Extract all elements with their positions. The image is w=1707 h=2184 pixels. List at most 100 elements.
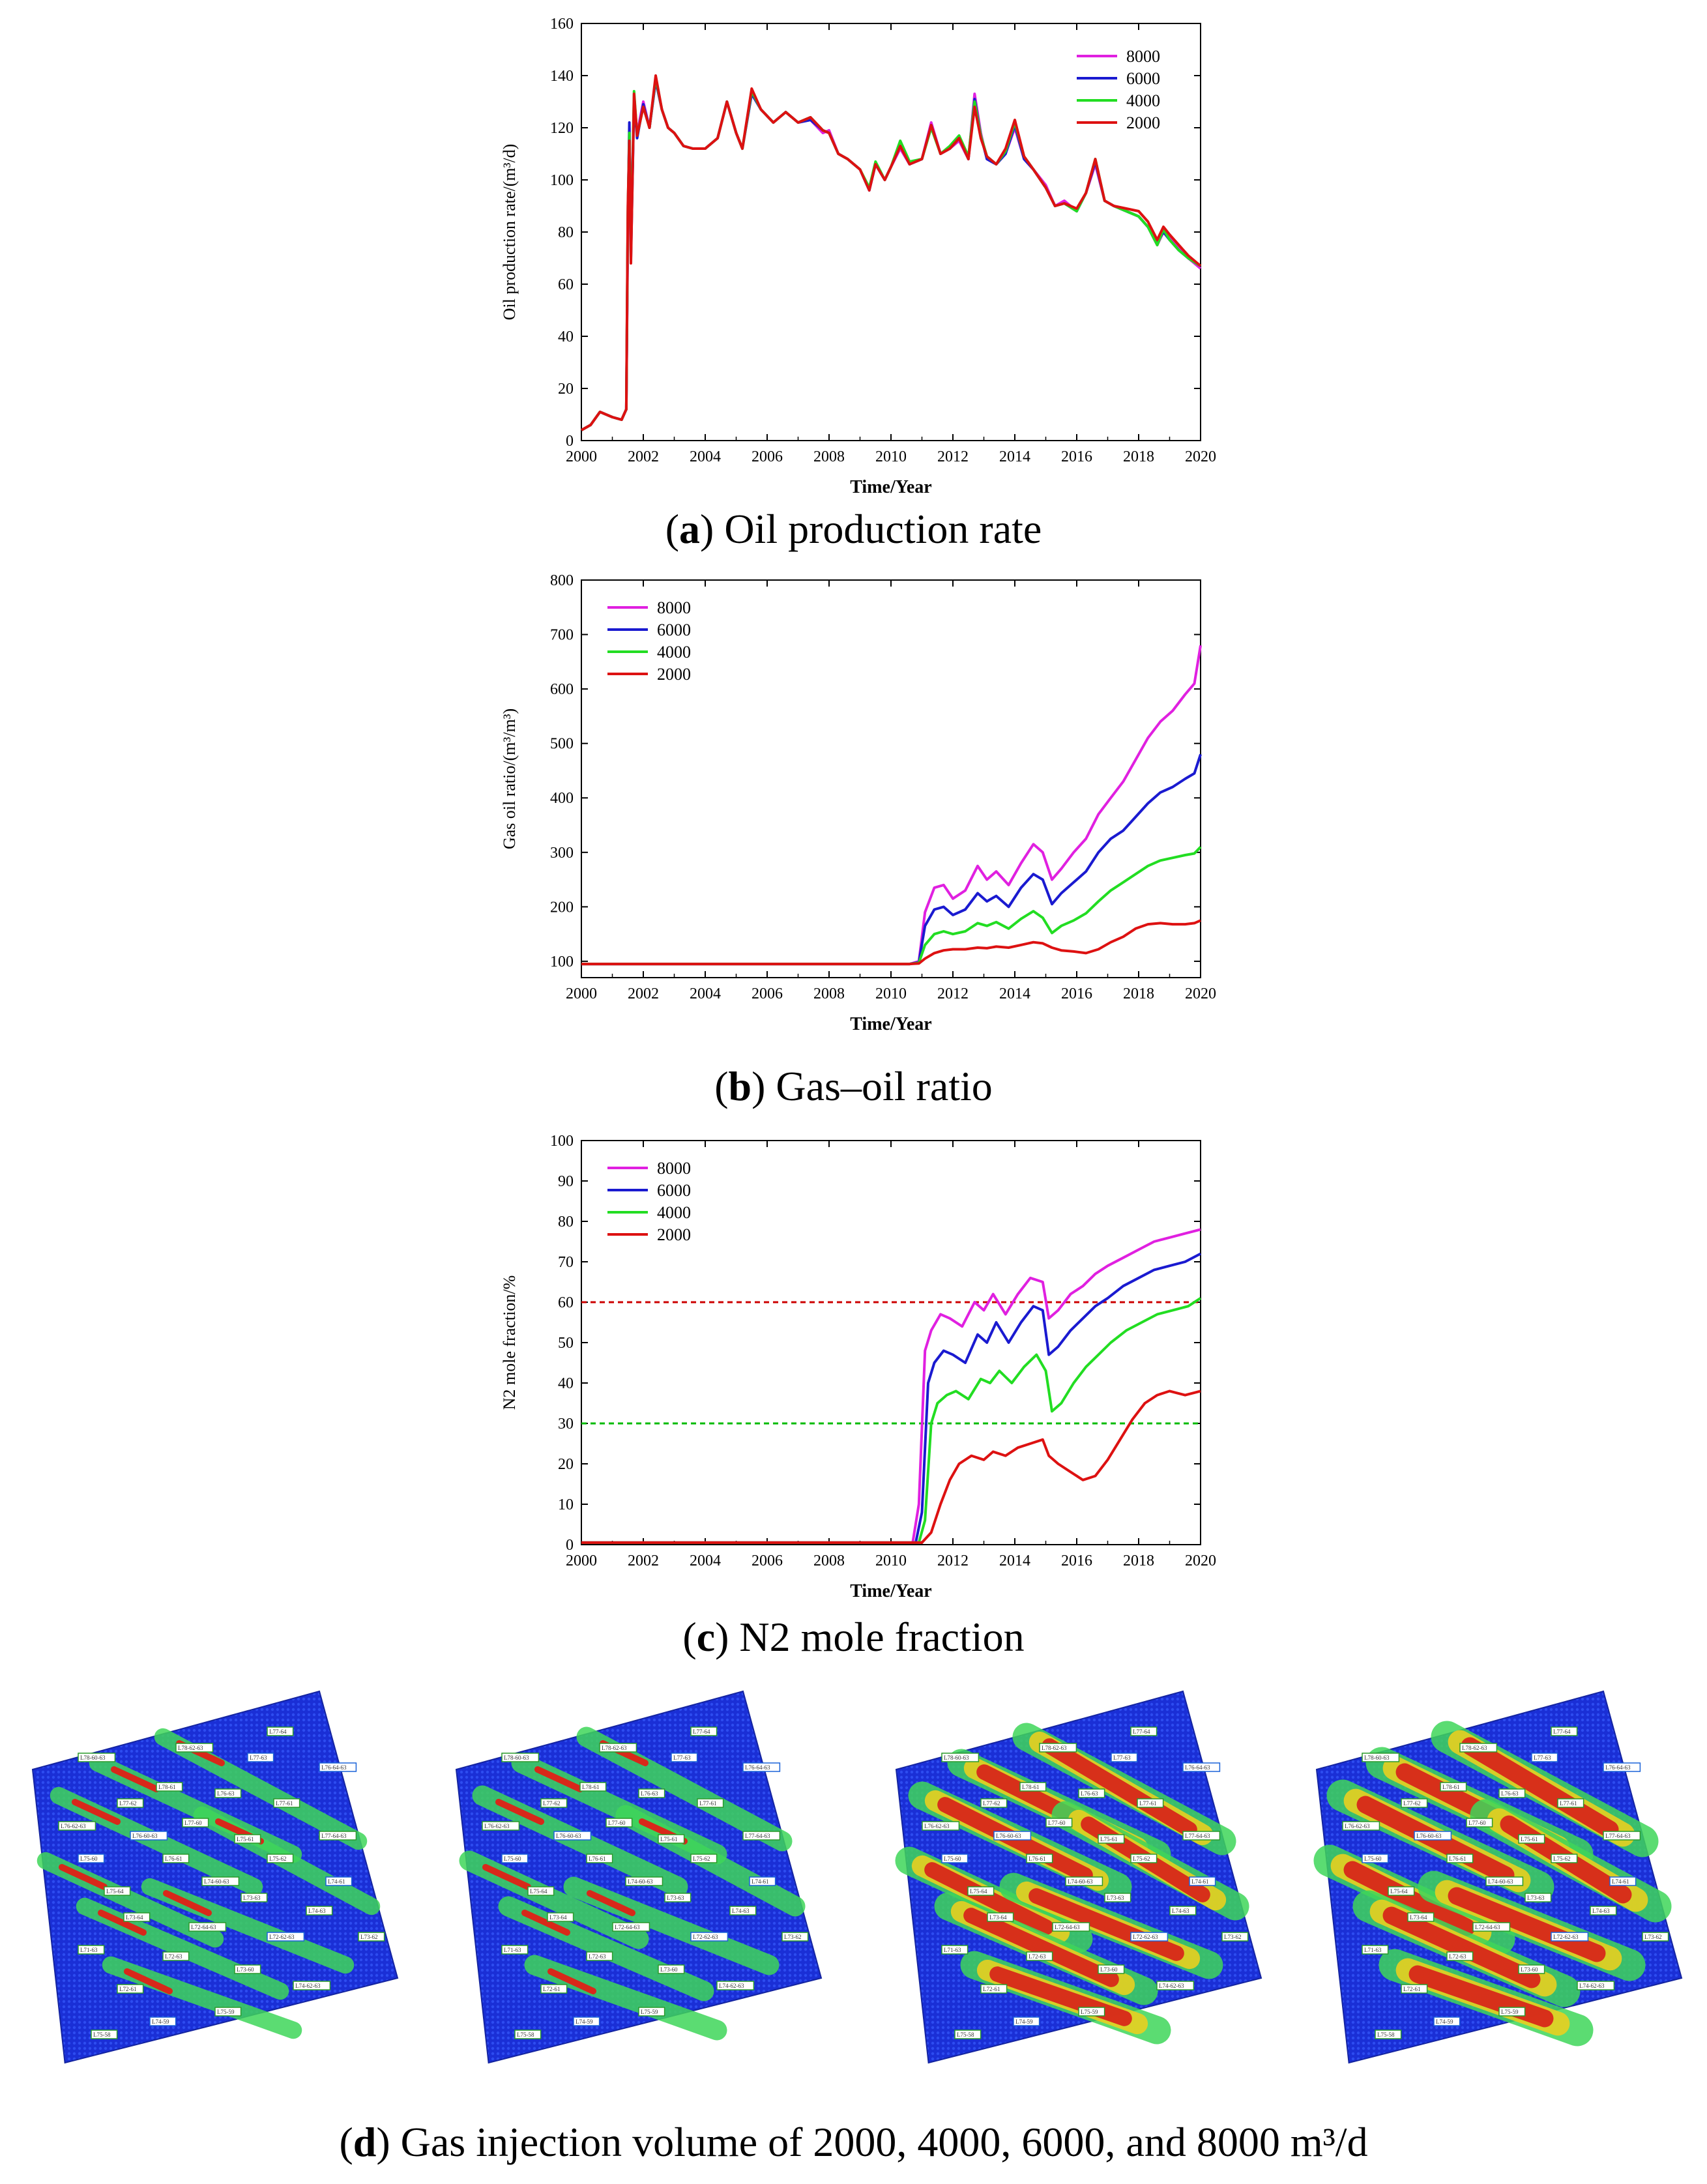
well-tag: L73-63 [241,1893,268,1902]
y-tick-label: 20 [558,381,574,398]
well-tag-box [987,1912,1014,1922]
well-tag: L74-60-63 [201,1876,240,1886]
series-line-4000 [581,846,1202,966]
x-tick-label: 2010 [875,1552,907,1569]
caption-a: (a) Oil production rate [665,506,1042,552]
well-tag: L76-60-63 [1414,1831,1452,1841]
y-tick-label: 0 [566,433,574,450]
well-tag-box [1026,1951,1053,1961]
well-tag-label: L74-61 [328,1878,345,1885]
well-tag-label: L73-64 [126,1914,143,1921]
well-tag-label: L73-60 [1521,1966,1538,1973]
well-tag-label: L77-64-63 [321,1833,347,1839]
well-tag-label: L72-61 [983,1986,1000,1992]
well-tag-label: L74-62-63 [1579,1983,1605,1989]
well-tag-label: L75-60 [80,1856,98,1862]
well-tag: L73-62 [1642,1932,1669,1942]
well-tag: L78-61 [579,1782,607,1792]
well-tag-label: L78-61 [1022,1784,1040,1790]
x-tick-label: 2016 [1061,1552,1092,1569]
well-tag: L75-58 [954,2030,982,2039]
well-tag-box [78,1945,105,1955]
gas-plume-red [521,1910,570,1936]
well-tag: L72-63 [586,1951,613,1961]
well-tag: L77-60 [1466,1818,1493,1827]
well-tag: L72-64-63 [188,1922,227,1932]
well-tag-box [1362,1753,1400,1762]
well-tag-label: L77-63 [673,1754,691,1761]
well-tag-label: L78-61 [582,1784,600,1790]
well-tag: L72-62-63 [267,1932,305,1942]
well-tag-label: L71-63 [1364,1947,1382,1953]
x-tick-label: 2014 [999,448,1030,465]
well-tag: L77-62 [117,1798,144,1808]
well-tag-box [1446,1951,1474,1961]
well-tag-box [182,1818,209,1827]
well-tag: L77-62 [540,1798,568,1808]
well-tag-box [1078,1788,1105,1798]
caption-c: (c) N2 mole fraction [682,1614,1025,1660]
well-tag: L74-63 [1590,1906,1617,1915]
well-tag: L77-64 [1551,1726,1578,1736]
well-tag: L77-64-63 [1182,1831,1221,1841]
well-tag: L76-61 [1446,1854,1474,1863]
well-tag-box [241,1893,268,1902]
well-tag-box [573,2017,600,2026]
well-tag-box [1603,1762,1641,1772]
well-tag: L74-59 [1433,2017,1461,2026]
well-tag-label: L77-60 [1468,1820,1486,1826]
well-tag: L76-64-63 [1182,1762,1221,1772]
well-tag-box [234,1964,261,1974]
well-tag-label: L74-61 [751,1878,769,1885]
well-tag-label: L72-61 [119,1986,137,1992]
well-tag-box [954,2030,982,2039]
well-tag-box [716,1981,755,1990]
legend-label-6000: 6000 [1126,69,1160,88]
well-tag-label: L77-62 [983,1800,1000,1807]
well-tag: L78-60-63 [941,1753,980,1762]
well-tag-label: L77-64-63 [745,1833,770,1839]
series-line-4000 [581,1297,1202,1544]
well-tag-label: L76-60-63 [1416,1833,1442,1839]
x-tick-label: 2008 [813,448,845,465]
well-tag-label: L77-64 [1553,1728,1571,1735]
well-tag-label: L72-64-63 [191,1924,216,1930]
x-tick-label: 2020 [1185,1552,1216,1569]
x-tick-label: 2012 [937,448,969,465]
well-tag-label: L77-64 [269,1728,287,1735]
well-tag: L73-64 [1407,1912,1435,1922]
well-tag-label: L75-58 [1377,2031,1395,2038]
well-tag-label: L77-61 [699,1800,717,1807]
well-tag-label: L72-61 [1403,1986,1421,1992]
x-tick-label: 2012 [937,985,969,1002]
well-tag: L72-63 [162,1951,190,1961]
well-tag: L72-64-63 [1052,1922,1090,1932]
well-tag-label: L74-63 [1592,1908,1610,1914]
y-tick-label: 140 [550,68,574,85]
well-tag: L73-63 [1104,1893,1131,1902]
well-tag: L74-62-63 [716,1981,755,1990]
well-tag: L73-60 [234,1964,261,1974]
caption-c-letter: c [696,1614,716,1660]
well-tag: L77-64 [690,1726,718,1736]
well-tag-box [1045,1818,1073,1827]
well-tag-label: L75-60 [944,1856,961,1862]
well-tag-box [1433,2017,1461,2026]
well-tag-box [625,1876,664,1886]
well-tag: L75-61 [658,1834,685,1844]
well-tag: L74-62-63 [293,1981,331,1990]
well-tag-box [1169,1906,1197,1915]
well-tag: L73-63 [664,1893,692,1902]
gas-plume-red [163,1890,212,1916]
x-tick-label: 2010 [875,448,907,465]
x-tick-label: 2000 [566,1552,597,1569]
well-tag-label: L77-61 [276,1800,293,1807]
well-tag: L76-63 [1498,1788,1526,1798]
gas-plume-red [1343,1861,1476,1936]
well-tag-label: L74-60-63 [1488,1878,1513,1885]
well-tag: L75-60 [78,1854,105,1863]
gas-plume-red [963,1908,1119,1987]
legend-label-6000: 6000 [657,1181,691,1200]
well-tag-label: L75-61 [660,1836,678,1842]
well-tag: L75-59 [1498,2007,1526,2017]
